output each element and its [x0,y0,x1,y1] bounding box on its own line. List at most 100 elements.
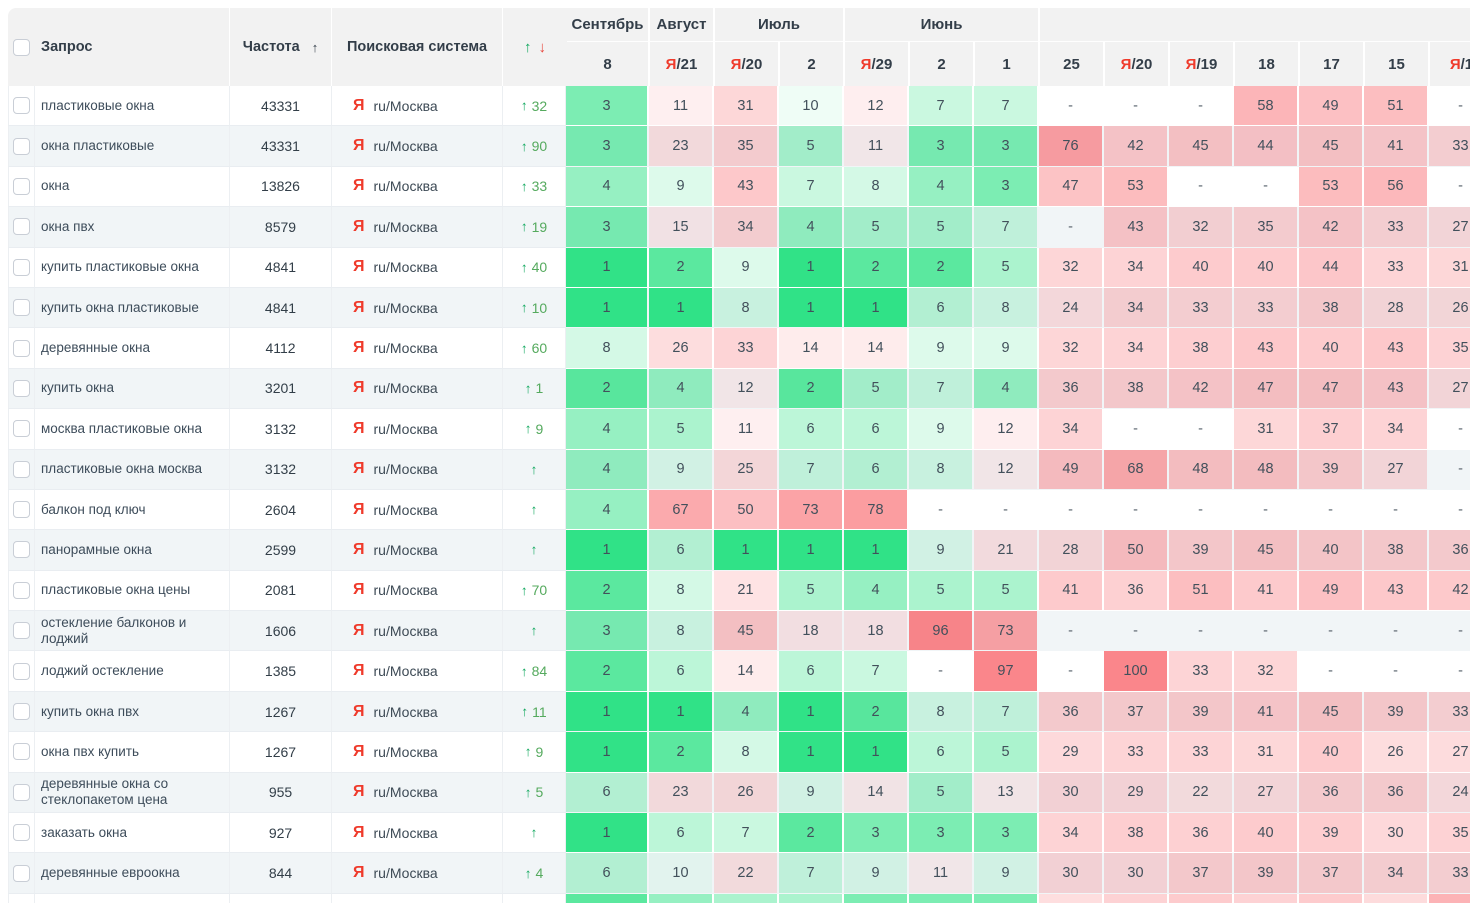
position-cell[interactable]: 36 [1037,368,1102,409]
position-cell[interactable]: 45 [1297,126,1362,166]
position-cell[interactable]: 1 [842,530,907,570]
position-cell[interactable]: 9 [907,409,972,449]
position-cell[interactable]: 41 [1232,691,1297,732]
position-cell[interactable]: 2 [842,691,907,732]
query-cell[interactable] [35,893,230,903]
position-cell[interactable]: 45 [1167,126,1232,166]
position-cell[interactable]: - [1198,178,1203,195]
position-cell[interactable]: 4 [842,570,907,611]
position-cell[interactable]: 8 [566,328,647,368]
position-cell[interactable] [1232,893,1297,903]
position-cell[interactable]: 23 [647,772,712,813]
query-cell[interactable]: купить пластиковые окна [35,247,230,288]
position-cell[interactable]: 9 [647,449,712,490]
position-cell[interactable]: 7 [972,86,1037,126]
select-all-checkbox[interactable] [13,38,30,56]
position-cell[interactable]: 5 [842,207,907,247]
position-cell[interactable]: - [1068,622,1073,639]
position-cell[interactable]: 13 [972,772,1037,813]
position-cell[interactable]: 1 [842,732,907,772]
position-cell[interactable]: - [1133,97,1138,114]
position-cell[interactable]: 7 [777,449,842,490]
position-cell[interactable]: - [1328,501,1333,518]
position-cell[interactable]: 5 [907,772,972,813]
position-cell[interactable]: 4 [566,409,647,449]
position-cell[interactable]: 3 [972,813,1037,853]
position-cell[interactable]: 6 [842,449,907,490]
position-cell[interactable]: 2 [647,732,712,772]
position-cell[interactable]: 10 [647,853,712,893]
position-cell[interactable]: - [1393,501,1398,518]
query-cell[interactable]: окна пластиковые [35,126,230,167]
position-cell[interactable]: 34 [712,207,777,247]
position-cell[interactable]: 29 [1102,772,1167,813]
row-checkbox[interactable] [13,581,30,599]
position-cell[interactable]: 5 [972,732,1037,772]
query-cell[interactable]: пластиковые окна цены [35,570,230,612]
position-cell[interactable]: 34 [1102,328,1167,368]
position-cell[interactable]: - [1458,622,1463,639]
position-cell[interactable]: 33 [1167,287,1232,328]
position-cell[interactable] [1427,893,1470,903]
row-checkbox[interactable] [13,299,30,317]
position-cell[interactable]: 9 [907,530,972,570]
position-cell[interactable]: 1 [566,247,647,288]
position-cell[interactable]: 24 [1427,772,1470,813]
position-cell[interactable]: 14 [842,328,907,368]
query-cell[interactable]: остекление балконов и лоджий [35,611,230,652]
position-cell[interactable] [777,893,842,903]
position-cell[interactable]: 36 [1362,772,1427,813]
column-header-frequency[interactable]: Частота ↑ [230,8,332,86]
position-cell[interactable] [1037,893,1102,903]
position-cell[interactable]: 1 [566,287,647,328]
position-cell[interactable]: 40 [1232,247,1297,288]
row-checkbox[interactable] [13,824,30,842]
position-cell[interactable]: 2 [647,247,712,288]
position-cell[interactable]: 32 [1037,328,1102,368]
position-cell[interactable]: 21 [712,570,777,611]
date-column-header[interactable]: Я/21 [648,42,713,86]
position-cell[interactable]: 7 [907,368,972,409]
row-checkbox[interactable] [13,783,30,801]
date-column-header[interactable]: Я/29 [843,42,908,86]
position-cell[interactable]: - [1458,178,1463,195]
position-cell[interactable]: 49 [1297,86,1362,126]
position-cell[interactable]: 37 [1297,409,1362,449]
position-cell[interactable]: 53 [1102,166,1167,207]
position-cell[interactable]: 1 [777,247,842,288]
position-cell[interactable]: - [1003,501,1008,518]
position-cell[interactable]: 8 [647,611,712,651]
position-cell[interactable]: 27 [1427,368,1470,409]
position-cell[interactable]: 7 [712,813,777,853]
position-cell[interactable]: 1 [842,287,907,328]
position-cell[interactable]: 27 [1362,449,1427,490]
position-cell[interactable]: 33 [712,328,777,368]
position-cell[interactable]: 33 [1232,287,1297,328]
position-cell[interactable]: 34 [1362,853,1427,893]
position-cell[interactable]: 33 [1427,691,1470,732]
position-cell[interactable]: - [1133,501,1138,518]
position-cell[interactable] [647,893,712,903]
row-checkbox[interactable] [13,218,30,236]
position-cell[interactable]: 11 [647,86,712,126]
query-cell[interactable]: заказать окна [35,813,230,854]
position-cell[interactable] [907,893,972,903]
position-cell[interactable]: 43 [1362,328,1427,368]
position-cell[interactable]: 49 [1037,449,1102,490]
position-cell[interactable]: 2 [842,247,907,288]
position-cell[interactable]: 44 [1297,247,1362,288]
position-cell[interactable]: 34 [1362,409,1427,449]
position-cell[interactable]: 24 [1037,287,1102,328]
position-cell[interactable]: 29 [1037,732,1102,772]
position-cell[interactable]: 31 [1232,409,1297,449]
position-cell[interactable] [1362,893,1427,903]
position-cell[interactable]: 97 [972,651,1037,691]
query-cell[interactable]: купить окна [35,368,230,410]
query-cell[interactable]: панорамные окна [35,530,230,571]
position-cell[interactable]: - [1263,622,1268,639]
row-checkbox[interactable] [13,420,30,438]
position-cell[interactable]: 31 [712,86,777,126]
position-cell[interactable]: 34 [1037,409,1102,449]
position-cell[interactable]: 37 [1167,853,1232,893]
position-cell[interactable]: 40 [1232,813,1297,853]
